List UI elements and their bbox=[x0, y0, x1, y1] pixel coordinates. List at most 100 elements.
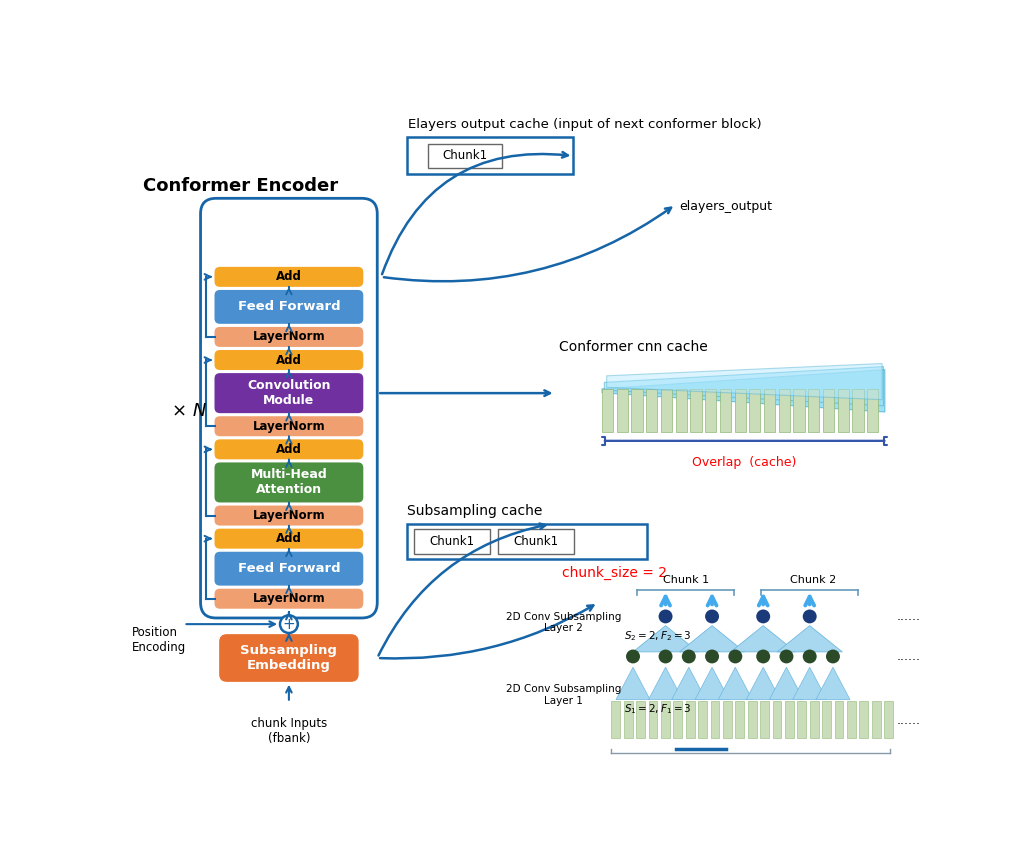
Text: Conformer Encoder: Conformer Encoder bbox=[143, 177, 338, 195]
Text: Chunk 1: Chunk 1 bbox=[663, 574, 708, 584]
Polygon shape bbox=[719, 668, 753, 699]
Polygon shape bbox=[648, 668, 682, 699]
Text: ......: ...... bbox=[896, 650, 920, 663]
Bar bbox=[611, 701, 620, 738]
Circle shape bbox=[802, 650, 817, 663]
Bar bbox=[691, 389, 702, 432]
Polygon shape bbox=[793, 668, 827, 699]
Circle shape bbox=[756, 650, 770, 663]
Circle shape bbox=[728, 650, 742, 663]
Circle shape bbox=[280, 615, 298, 633]
FancyBboxPatch shape bbox=[214, 463, 363, 502]
Bar bbox=[735, 701, 744, 738]
Bar bbox=[772, 701, 782, 738]
Bar bbox=[686, 701, 695, 738]
Bar bbox=[406, 137, 573, 175]
Text: Subsampling cache: Subsampling cache bbox=[406, 504, 542, 518]
Bar bbox=[720, 389, 731, 432]
Text: Multi-Head
Attention: Multi-Head Attention bbox=[250, 469, 328, 496]
Text: Convolution
Module: Convolution Module bbox=[247, 379, 331, 407]
Bar bbox=[734, 389, 746, 432]
Bar bbox=[661, 701, 670, 738]
Text: 2D Conv Subsampling
Layer 1: 2D Conv Subsampling Layer 1 bbox=[506, 684, 621, 706]
Circle shape bbox=[626, 650, 640, 663]
Bar bbox=[428, 144, 503, 168]
Polygon shape bbox=[616, 668, 650, 699]
Bar bbox=[793, 389, 804, 432]
Bar bbox=[705, 389, 717, 432]
Bar bbox=[646, 389, 658, 432]
Text: Feed Forward: Feed Forward bbox=[238, 301, 340, 314]
Circle shape bbox=[659, 650, 672, 663]
Polygon shape bbox=[731, 626, 796, 652]
FancyBboxPatch shape bbox=[214, 440, 363, 459]
Text: Chunk1: Chunk1 bbox=[443, 149, 488, 163]
Text: LayerNorm: LayerNorm bbox=[252, 420, 326, 433]
Bar bbox=[785, 701, 794, 738]
Polygon shape bbox=[602, 369, 885, 412]
Bar bbox=[661, 389, 672, 432]
Bar bbox=[797, 701, 807, 738]
Bar bbox=[406, 524, 647, 560]
FancyBboxPatch shape bbox=[214, 529, 363, 548]
Bar bbox=[872, 701, 881, 738]
Polygon shape bbox=[633, 626, 698, 652]
FancyBboxPatch shape bbox=[214, 417, 363, 436]
Text: LayerNorm: LayerNorm bbox=[252, 331, 326, 344]
Circle shape bbox=[780, 650, 793, 663]
FancyBboxPatch shape bbox=[214, 290, 363, 324]
Polygon shape bbox=[816, 668, 850, 699]
FancyBboxPatch shape bbox=[214, 267, 363, 287]
Circle shape bbox=[705, 609, 719, 623]
Text: × N: × N bbox=[172, 402, 206, 420]
Bar bbox=[764, 389, 776, 432]
Text: elayers_output: elayers_output bbox=[679, 200, 772, 213]
Circle shape bbox=[681, 650, 696, 663]
Text: +: + bbox=[282, 617, 296, 632]
Bar bbox=[838, 389, 849, 432]
Bar bbox=[834, 701, 844, 738]
Polygon shape bbox=[607, 363, 882, 399]
Bar bbox=[822, 701, 831, 738]
Bar bbox=[698, 701, 707, 738]
Circle shape bbox=[705, 650, 719, 663]
Bar bbox=[779, 389, 790, 432]
Text: ......: ...... bbox=[896, 610, 920, 623]
Bar bbox=[852, 389, 863, 432]
Polygon shape bbox=[604, 367, 883, 406]
Bar bbox=[809, 389, 819, 432]
Polygon shape bbox=[695, 668, 729, 699]
Polygon shape bbox=[778, 626, 843, 652]
Text: LayerNorm: LayerNorm bbox=[252, 592, 326, 605]
Text: LayerNorm: LayerNorm bbox=[252, 509, 326, 522]
Polygon shape bbox=[672, 668, 706, 699]
Bar bbox=[616, 389, 628, 432]
Text: Conformer cnn cache: Conformer cnn cache bbox=[559, 339, 708, 354]
Bar bbox=[884, 701, 893, 738]
Text: Chunk1: Chunk1 bbox=[514, 536, 558, 548]
Text: $S_1=2,F_1=3$: $S_1=2,F_1=3$ bbox=[624, 703, 691, 716]
Bar bbox=[675, 389, 687, 432]
Bar bbox=[750, 389, 760, 432]
Bar bbox=[723, 701, 732, 738]
Bar bbox=[859, 701, 869, 738]
Text: chunk_size = 2: chunk_size = 2 bbox=[561, 566, 667, 579]
Bar bbox=[810, 701, 819, 738]
Text: Add: Add bbox=[276, 532, 302, 545]
Circle shape bbox=[802, 609, 817, 623]
FancyBboxPatch shape bbox=[214, 373, 363, 413]
Bar bbox=[673, 701, 682, 738]
Bar bbox=[760, 701, 769, 738]
Bar bbox=[823, 389, 834, 432]
Bar bbox=[632, 389, 643, 432]
Bar bbox=[636, 701, 645, 738]
FancyBboxPatch shape bbox=[214, 506, 363, 525]
Polygon shape bbox=[747, 668, 781, 699]
Circle shape bbox=[756, 609, 770, 623]
Text: Chunk1: Chunk1 bbox=[430, 536, 475, 548]
Bar bbox=[748, 701, 757, 738]
Text: ......: ...... bbox=[896, 714, 920, 727]
Text: Add: Add bbox=[276, 443, 302, 456]
Bar bbox=[648, 701, 658, 738]
Text: $S_2=2,F_2=3$: $S_2=2,F_2=3$ bbox=[624, 630, 691, 644]
